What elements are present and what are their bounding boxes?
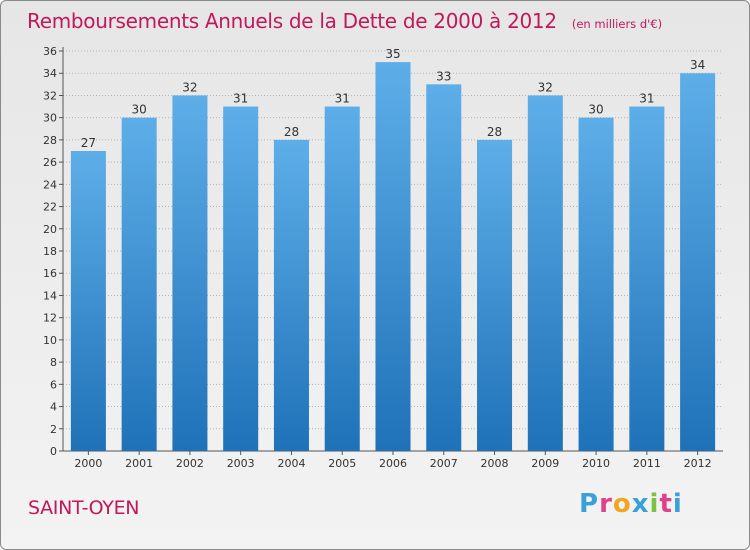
- logo-letter: x: [631, 489, 650, 519]
- bar: [578, 117, 614, 452]
- logo-letter: i: [672, 489, 683, 519]
- x-tick-label: 2007: [430, 457, 458, 470]
- y-tick-label: 2: [50, 423, 57, 436]
- data-label: 31: [233, 92, 248, 106]
- title-row: Remboursements Annuels de la Dette de 20…: [27, 9, 662, 33]
- x-tick-label: 2001: [125, 457, 153, 470]
- logo-letter: r: [599, 489, 613, 519]
- data-label: 35: [385, 47, 400, 61]
- bar: [324, 106, 360, 452]
- data-label: 33: [436, 69, 451, 83]
- y-tick-label: 30: [43, 112, 57, 125]
- data-label: 27: [81, 136, 96, 150]
- data-label: 34: [690, 58, 705, 72]
- x-tick-label: 2003: [227, 457, 255, 470]
- bar: [527, 95, 563, 451]
- y-tick-label: 34: [43, 67, 57, 80]
- data-label: 32: [538, 80, 553, 94]
- bar: [375, 62, 411, 451]
- data-label: 30: [132, 103, 147, 117]
- data-label: 28: [284, 125, 299, 139]
- y-tick-label: 16: [43, 267, 57, 280]
- commune-name: SAINT-OYEN: [28, 497, 140, 519]
- y-tick-label: 26: [43, 156, 57, 169]
- bar: [70, 151, 106, 451]
- y-tick-label: 20: [43, 223, 57, 236]
- chart-title: Remboursements Annuels de la Dette de 20…: [27, 9, 557, 33]
- logo-letter: o: [612, 489, 632, 519]
- y-tick-label: 22: [43, 201, 57, 214]
- bar: [426, 84, 462, 451]
- y-tick-label: 4: [50, 401, 57, 414]
- y-tick-label: 24: [43, 178, 57, 191]
- bar: [223, 106, 259, 452]
- y-tick-label: 0: [50, 445, 57, 458]
- x-tick-label: 2000: [74, 457, 102, 470]
- x-tick-label: 2010: [582, 457, 610, 470]
- x-tick-label: 2004: [277, 457, 305, 470]
- data-label: 32: [182, 80, 197, 94]
- y-tick-label: 8: [50, 356, 57, 369]
- bar: [172, 95, 208, 451]
- bar: [680, 73, 716, 451]
- logo-letter: i: [649, 489, 660, 519]
- labels: 0246810121416182022242628303234362720003…: [43, 45, 712, 470]
- x-tick-label: 2005: [328, 457, 356, 470]
- x-tick-label: 2011: [633, 457, 661, 470]
- bar: [629, 106, 665, 452]
- y-tick-label: 10: [43, 334, 57, 347]
- y-tick-label: 32: [43, 89, 57, 102]
- x-tick-label: 2009: [531, 457, 559, 470]
- bar: [121, 117, 157, 452]
- x-tick-label: 2008: [481, 457, 509, 470]
- y-tick-label: 36: [43, 45, 57, 58]
- data-label: 31: [335, 92, 350, 106]
- proxiti-logo: Proxiti: [579, 489, 683, 519]
- data-label: 31: [639, 92, 654, 106]
- y-tick-label: 12: [43, 312, 57, 325]
- bar: [273, 139, 309, 451]
- y-tick-label: 14: [43, 289, 57, 302]
- logo-letter: t: [659, 489, 673, 519]
- x-tick-label: 2002: [176, 457, 204, 470]
- chart-subtitle: (en milliers d'€): [571, 17, 663, 31]
- bar: [477, 139, 513, 451]
- data-label: 30: [588, 103, 603, 117]
- y-tick-label: 6: [50, 378, 57, 391]
- x-tick-label: 2006: [379, 457, 407, 470]
- logo-letter: P: [579, 489, 600, 519]
- bars: [70, 62, 716, 452]
- data-label: 28: [487, 125, 502, 139]
- y-tick-label: 18: [43, 245, 57, 258]
- x-tick-label: 2012: [684, 457, 712, 470]
- y-tick-label: 28: [43, 134, 57, 147]
